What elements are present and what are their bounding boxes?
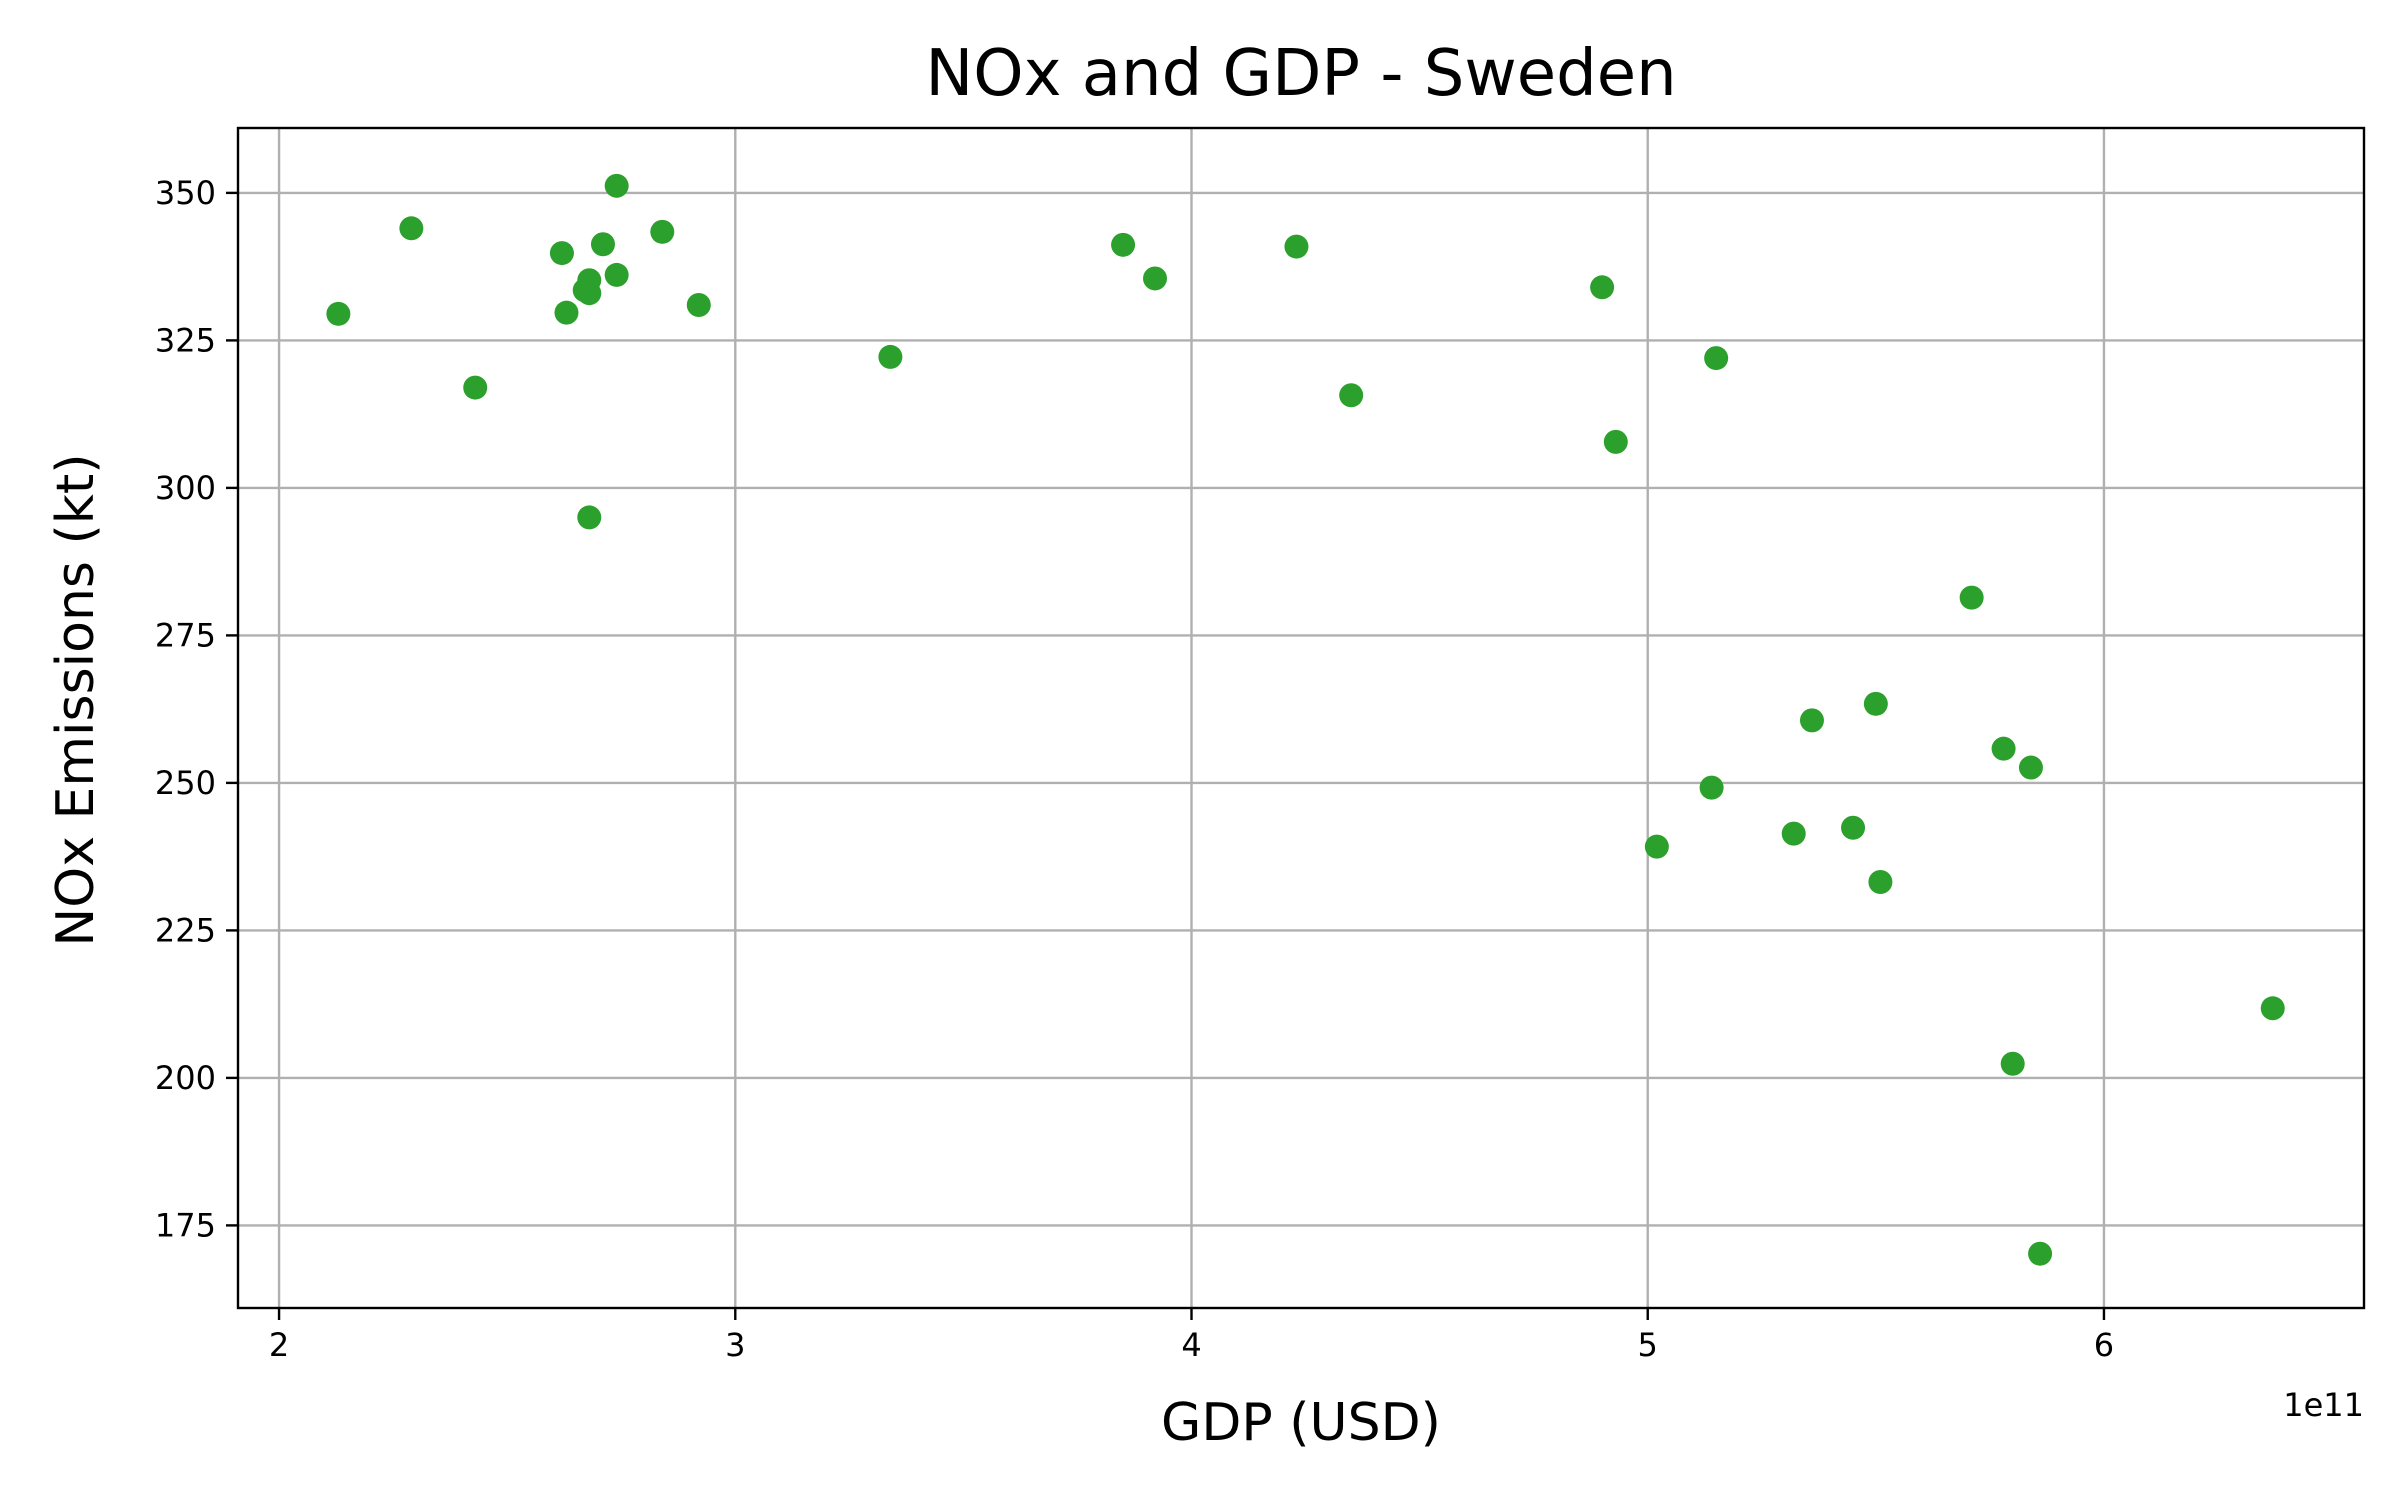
- x-axis-offset-label: 1e11: [2283, 1386, 2364, 1424]
- data-point: [577, 281, 602, 306]
- grid-layer: [238, 128, 2364, 1308]
- data-point: [549, 241, 574, 266]
- data-points-layer: [326, 173, 2285, 1266]
- data-point: [2000, 1051, 2025, 1076]
- y-tick-label: 325: [155, 321, 216, 359]
- chart-title: NOx and GDP - Sweden: [925, 37, 1676, 111]
- y-tick-label: 175: [155, 1206, 216, 1244]
- data-point: [326, 301, 351, 326]
- data-point: [1863, 691, 1888, 716]
- data-point: [1699, 775, 1724, 800]
- data-point: [1704, 346, 1729, 371]
- data-point: [554, 300, 579, 325]
- data-point: [463, 375, 488, 400]
- data-point: [604, 173, 629, 198]
- y-tick-label: 225: [155, 911, 216, 949]
- data-point: [878, 344, 903, 369]
- data-point: [1111, 232, 1136, 257]
- data-point: [1644, 834, 1669, 859]
- data-point: [1799, 708, 1824, 733]
- y-axis-label: NOx Emissions (kt): [46, 453, 106, 946]
- x-tick-label: 5: [1638, 1326, 1658, 1364]
- plot-area-frame: [236, 126, 2366, 1310]
- x-tick-label: 2: [269, 1326, 289, 1364]
- data-point: [1590, 275, 1615, 300]
- data-point: [577, 505, 602, 530]
- x-axis-label: GDP (USD): [1161, 1393, 1441, 1453]
- x-tick-label: 6: [2094, 1326, 2114, 1364]
- data-point: [1339, 383, 1364, 408]
- ticks-layer: 2 3 4 5 6 175 200 225 250 275 300 325 350: [155, 174, 2114, 1364]
- y-tick-label: 200: [155, 1059, 216, 1097]
- data-point: [2028, 1241, 2053, 1266]
- data-point: [2018, 755, 2043, 780]
- data-point: [1991, 736, 2016, 761]
- x-tick-label: 4: [1181, 1326, 1201, 1364]
- data-point: [1603, 429, 1628, 454]
- y-tick-label: 300: [155, 469, 216, 507]
- y-tick-label: 275: [155, 616, 216, 654]
- data-point: [1841, 815, 1866, 840]
- data-point: [686, 293, 711, 317]
- data-point: [1781, 821, 1806, 846]
- data-point: [590, 232, 615, 257]
- data-point: [1959, 585, 1984, 610]
- y-tick-label: 250: [155, 764, 216, 802]
- data-point: [2260, 996, 2285, 1021]
- data-point: [1868, 870, 1893, 895]
- y-tick-label: 350: [155, 174, 216, 212]
- x-tick-label: 3: [725, 1326, 745, 1364]
- data-point: [1143, 266, 1168, 291]
- data-point: [399, 216, 424, 241]
- data-point: [650, 219, 675, 244]
- data-point: [604, 262, 629, 287]
- data-point: [1284, 234, 1309, 259]
